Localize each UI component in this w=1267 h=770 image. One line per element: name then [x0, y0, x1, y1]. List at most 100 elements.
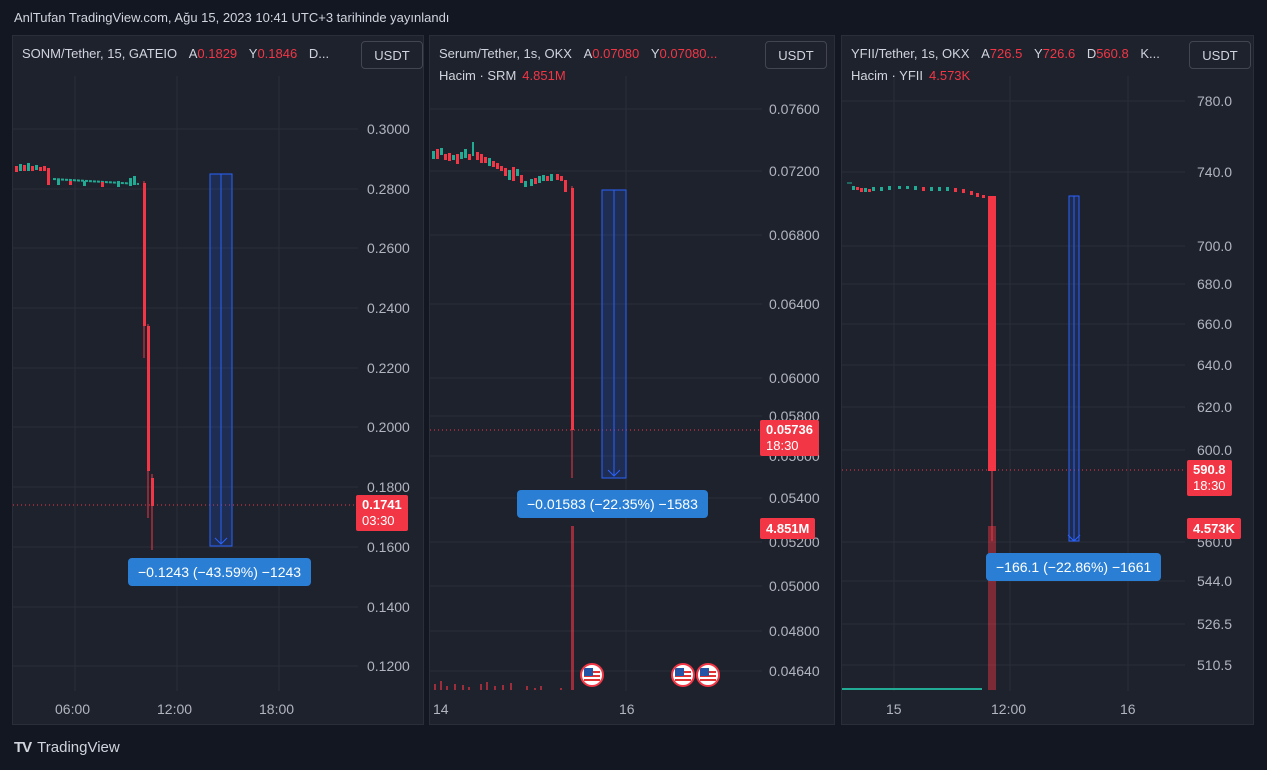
measure-tooltip[interactable]: −0.01583 (−22.35%) −1583 [517, 490, 708, 518]
volume-badge: 4.573K [1187, 518, 1241, 539]
y-tick: 0.06800 [769, 227, 820, 243]
y-tick: 0.1400 [367, 599, 410, 615]
high-key: Y [650, 46, 660, 61]
y-tick: 640.0 [1197, 357, 1233, 373]
measure-tooltip[interactable]: −0.1243 (−43.59%) −1243 [128, 558, 312, 586]
high-value: 0.07080... [659, 46, 718, 61]
symbol-legend[interactable]: YFII/Tether, 1s, OKX A726.5 Y726.6 D560.… [851, 46, 1160, 61]
us-flag-event-icon[interactable] [696, 663, 720, 687]
y-tick: 680.0 [1197, 276, 1233, 292]
y-tick: 0.06400 [769, 296, 820, 312]
chart-canvas[interactable] [842, 36, 1254, 725]
open-value: 726.5 [989, 46, 1023, 61]
chart-panel-sonm[interactable]: SONM/Tether, 15, GATEIO A0.1829 Y0.1846 … [12, 35, 424, 725]
currency-button[interactable]: USDT [1189, 41, 1251, 69]
us-flag-event-icon[interactable] [580, 663, 604, 687]
open-value: 0.07080 [592, 46, 640, 61]
volume-legend[interactable]: Hacim · YFII 4.573K [851, 68, 970, 83]
last-price: 0.05736 [766, 422, 813, 437]
open-value: 0.1829 [197, 46, 238, 61]
currency-button[interactable]: USDT [765, 41, 827, 69]
high-key: Y [1033, 46, 1043, 61]
legend-truncated: K... [1140, 46, 1160, 61]
y-tick: 0.2200 [367, 360, 410, 376]
y-tick: 0.1200 [367, 658, 410, 674]
y-tick: 0.04640 [769, 663, 820, 679]
y-tick: 544.0 [1197, 573, 1233, 589]
last-price-label: 0.05736 18:30 [760, 420, 819, 456]
chart-canvas[interactable] [13, 36, 424, 725]
bar-countdown: 18:30 [1193, 478, 1226, 493]
volume-legend[interactable]: Hacim · SRM 4.851M [439, 68, 566, 83]
y-tick: 740.0 [1197, 164, 1233, 180]
y-tick: 510.5 [1197, 657, 1233, 673]
published-caption: AnlTufan TradingView.com, Ağu 15, 2023 1… [14, 10, 450, 25]
y-tick: 660.0 [1197, 316, 1233, 332]
us-flag-event-icon[interactable] [671, 663, 695, 687]
y-tick: 620.0 [1197, 399, 1233, 415]
currency-button[interactable]: USDT [361, 41, 423, 69]
low-value: 560.8 [1096, 46, 1129, 61]
symbol-name: Serum/Tether, 1s, OKX [439, 46, 572, 61]
y-tick: 0.2600 [367, 240, 410, 256]
x-tick: 12:00 [991, 701, 1027, 717]
legend-truncated: D... [308, 46, 330, 61]
y-tick: 0.2000 [367, 419, 410, 435]
x-tick: 12:00 [157, 701, 193, 717]
chart-panel-serum[interactable]: Serum/Tether, 1s, OKX A0.07080 Y0.07080.… [429, 35, 835, 725]
volume-value: 4.851M [522, 68, 566, 83]
x-tick: 16 [619, 701, 635, 717]
high-value: 0.1846 [257, 46, 298, 61]
x-tick: 16 [1120, 701, 1136, 717]
measure-tooltip[interactable]: −166.1 (−22.86%) −1661 [986, 553, 1162, 581]
y-tick: 780.0 [1197, 93, 1233, 109]
last-price: 0.1741 [362, 497, 402, 512]
y-tick: 600.0 [1197, 442, 1233, 458]
high-key: Y [248, 46, 258, 61]
last-price-label: 0.1741 03:30 [356, 495, 408, 531]
candles [15, 163, 154, 550]
y-tick: 0.2400 [367, 300, 410, 316]
x-tick: 14 [433, 701, 449, 717]
y-tick: 0.05400 [769, 490, 820, 506]
y-tick: 0.07600 [769, 101, 820, 117]
candles [847, 182, 996, 541]
y-tick: 0.3000 [367, 121, 410, 137]
x-tick: 06:00 [55, 701, 91, 717]
last-price-label: 590.8 18:30 [1187, 460, 1232, 496]
symbol-legend[interactable]: SONM/Tether, 15, GATEIO A0.1829 Y0.1846 … [22, 46, 329, 61]
symbol-name: YFII/Tether, 1s, OKX [851, 46, 970, 61]
y-tick: 700.0 [1197, 238, 1233, 254]
tradingview-logo-icon: TV [14, 739, 32, 756]
bar-countdown: 03:30 [362, 513, 395, 528]
x-tick: 15 [886, 701, 902, 717]
open-key: A [981, 46, 990, 61]
tradingview-brand[interactable]: TV TradingView [14, 739, 120, 756]
brand-name: TradingView [37, 739, 120, 756]
volume-label: Hacim · YFII [851, 68, 923, 83]
volume-bars [434, 526, 574, 690]
volume-bars [842, 526, 996, 690]
y-tick: 0.05000 [769, 578, 820, 594]
volume-label: Hacim · SRM [439, 68, 517, 83]
candles [432, 142, 574, 478]
bar-countdown: 18:30 [766, 438, 799, 453]
y-tick: 0.1600 [367, 539, 410, 555]
y-tick: 526.5 [1197, 616, 1233, 632]
symbol-legend[interactable]: Serum/Tether, 1s, OKX A0.07080 Y0.07080.… [439, 46, 717, 61]
y-tick: 0.04800 [769, 623, 820, 639]
symbol-name: SONM/Tether, 15, GATEIO [22, 46, 178, 61]
y-tick: 0.07200 [769, 163, 820, 179]
y-tick: 0.06000 [769, 370, 820, 386]
high-value: 726.6 [1042, 46, 1076, 61]
x-tick: 18:00 [259, 701, 295, 717]
open-key: A [583, 46, 593, 61]
y-tick: 0.2800 [367, 181, 410, 197]
volume-badge: 4.851M [760, 518, 816, 539]
volume-value: 4.573K [929, 68, 971, 83]
last-price: 590.8 [1193, 462, 1226, 477]
y-tick: 0.1800 [367, 479, 410, 495]
low-key: D [1086, 46, 1097, 61]
chart-panel-yfii[interactable]: YFII/Tether, 1s, OKX A726.5 Y726.6 D560.… [841, 35, 1254, 725]
open-key: A [188, 46, 198, 61]
